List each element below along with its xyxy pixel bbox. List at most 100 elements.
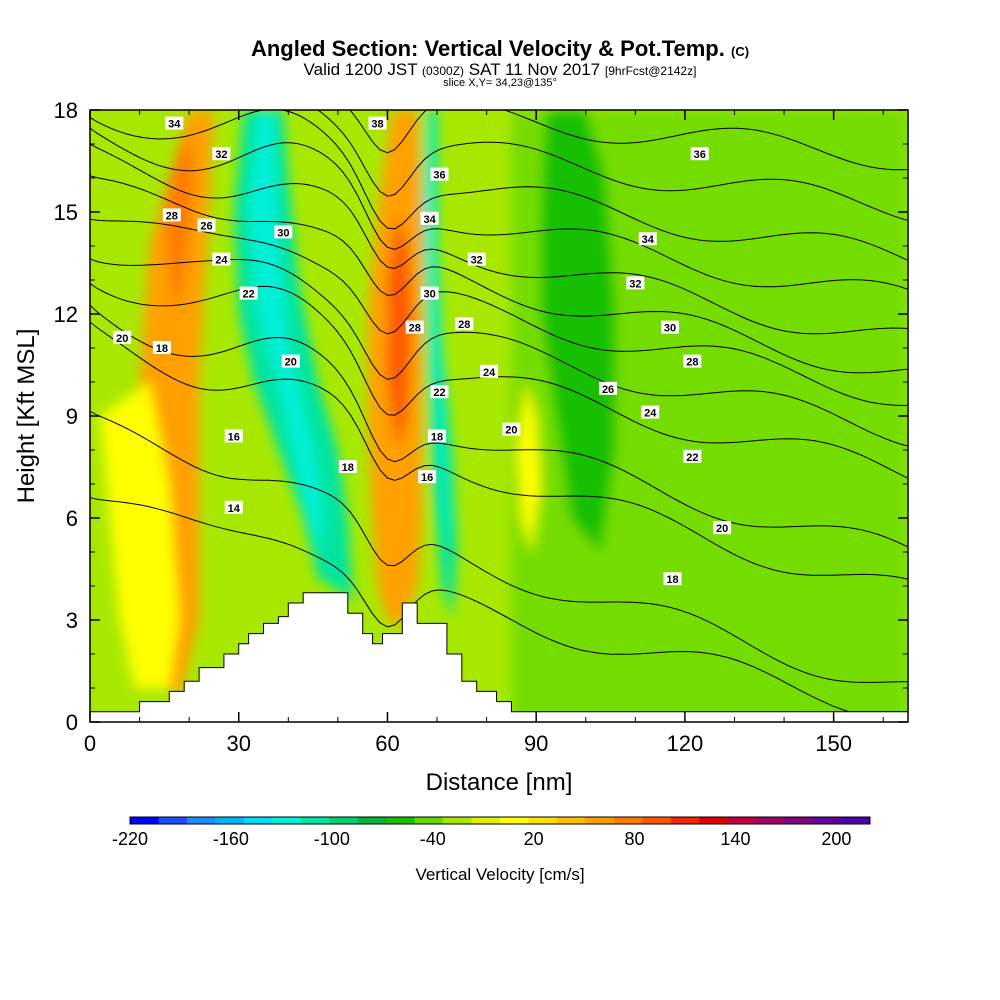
- chart-subtitle: Valid 1200 JST (0300Z) SAT 11 Nov 2017 […: [0, 60, 1000, 80]
- contour-label: 18: [338, 460, 357, 474]
- colorbar-swatch: [357, 817, 387, 824]
- contour-label-text: 30: [277, 227, 289, 239]
- contour-label: 22: [430, 385, 449, 399]
- colorbar-swatch: [329, 817, 359, 824]
- theta-contour: [349, 110, 908, 171]
- theta-contour: [90, 175, 908, 374]
- contour-label-text: 28: [458, 319, 470, 331]
- contour-label: 18: [152, 341, 171, 355]
- theta-contour: [90, 127, 908, 290]
- colorbar-swatch: [414, 817, 444, 824]
- velocity-region: [387, 212, 413, 450]
- colorbar-swatch: [215, 817, 245, 824]
- x-tick-label: 120: [667, 731, 704, 756]
- contour-label-text: 30: [423, 289, 435, 301]
- contour-label-text: 34: [168, 119, 181, 131]
- colorbar-tick-label: -220: [112, 829, 148, 849]
- colorbar-label: Vertical Velocity [cm/s]: [415, 865, 584, 884]
- colorbar-swatch: [670, 817, 700, 824]
- colorbar-tick-label: -160: [213, 829, 249, 849]
- contour-label-text: 16: [421, 472, 433, 484]
- velocity-region: [516, 382, 542, 552]
- x-tick-label: 60: [375, 731, 399, 756]
- x-axis-label: Distance [nm]: [426, 769, 573, 796]
- contour-label-text: 24: [483, 367, 496, 379]
- x-tick-label: 90: [524, 731, 548, 756]
- contour-label-box: [338, 460, 357, 473]
- contour-label-text: 22: [243, 289, 255, 301]
- contour-label-box: [420, 286, 439, 300]
- contour-label: 34: [165, 116, 184, 131]
- contour-label: 20: [713, 521, 732, 535]
- contour-label-box: [239, 286, 258, 300]
- contour-label: 20: [502, 422, 521, 437]
- contour-label: 34: [638, 232, 657, 246]
- contour-label-box: [224, 429, 243, 443]
- contour-label-box: [274, 225, 293, 239]
- contour-label: 20: [113, 330, 132, 345]
- contour-label: 14: [224, 500, 243, 515]
- contour-label-text: 20: [116, 333, 128, 345]
- colorbar-swatch: [130, 817, 159, 824]
- contour-label-text: 32: [629, 278, 641, 290]
- contour-label-text: 20: [505, 425, 517, 437]
- colorbar-swatch: [186, 817, 216, 824]
- contour-label-text: 38: [371, 119, 383, 131]
- colorbar-tick-label: 200: [821, 829, 851, 849]
- contour-label-box: [663, 572, 682, 586]
- contour-label-text: 28: [686, 357, 698, 369]
- contour-label-box: [281, 354, 300, 368]
- contour-label: 24: [641, 405, 660, 420]
- colorbar-swatch: [443, 817, 473, 824]
- contour-label-box: [641, 405, 660, 419]
- y-tick-label: 15: [54, 200, 78, 225]
- theta-contour: [90, 497, 908, 713]
- contour-label-text: 34: [423, 214, 436, 226]
- contour-label-text: 18: [342, 462, 354, 474]
- colorbar-swatch: [841, 817, 871, 824]
- contour-label: 32: [212, 147, 231, 161]
- contour-label: 28: [455, 317, 474, 331]
- colorbar-swatch: [386, 817, 416, 824]
- colorbar-swatch: [243, 817, 273, 824]
- contour-label: 26: [599, 381, 618, 396]
- contour-label-text: 28: [166, 210, 178, 222]
- contour-label: 16: [224, 429, 243, 443]
- contour-label-text: 32: [471, 255, 483, 267]
- colorbar-tick-label: -100: [314, 829, 350, 849]
- contour-label-box: [661, 320, 680, 334]
- contour-label: 28: [683, 354, 702, 369]
- colorbar-swatch: [756, 817, 786, 824]
- contour-label: 28: [405, 320, 424, 335]
- contour-label-box: [368, 116, 387, 130]
- theta-contour: [90, 321, 908, 580]
- contour-label-text: 30: [664, 323, 676, 335]
- contour-label-box: [455, 317, 474, 331]
- contour-label-box: [599, 381, 618, 395]
- velocity-region: [248, 110, 323, 552]
- contour-label-text: 16: [228, 431, 240, 443]
- x-tick-label: 0: [84, 731, 96, 756]
- subtitle-fcst: [9hrFcst@2142z]: [604, 64, 697, 78]
- colorbar-swatch: [699, 817, 729, 824]
- colorbar-swatch: [556, 817, 586, 824]
- contour-label-box: [683, 354, 702, 368]
- contour-label-box: [418, 470, 437, 484]
- contour-label-text: 22: [433, 387, 445, 399]
- contour-label-text: 34: [642, 234, 655, 246]
- colorbar-border: [129, 816, 871, 825]
- contour-label-text: 26: [200, 221, 212, 233]
- contour-label-box: [420, 211, 439, 225]
- contour-label-box: [113, 330, 132, 344]
- colorbar: -220 -160 -100 -40 20 80 140 200: [112, 816, 871, 849]
- contour-label: 24: [212, 252, 231, 267]
- contour-label-box: [467, 252, 486, 266]
- contour-label-box: [713, 521, 732, 535]
- colorbar-tick-label: 140: [720, 829, 750, 849]
- theta-contour: [90, 283, 908, 479]
- y-tick-label: 3: [66, 608, 78, 633]
- contour-label-text: 24: [644, 408, 657, 420]
- contour-label-text: 36: [694, 149, 706, 161]
- colorbar-swatch: [585, 817, 615, 824]
